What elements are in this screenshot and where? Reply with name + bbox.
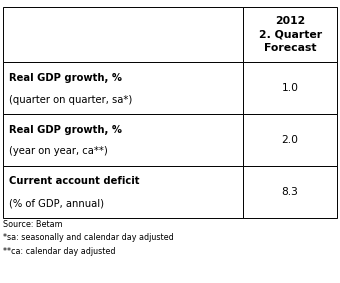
Text: Real GDP growth, %: Real GDP growth, % [9, 73, 122, 83]
Text: 8.3: 8.3 [282, 187, 299, 197]
Bar [3, 114, 243, 166]
Text: 1.0: 1.0 [282, 83, 299, 93]
Text: 2.0: 2.0 [282, 135, 299, 145]
Bar [243, 7, 337, 62]
Bar [3, 7, 243, 62]
Text: **ca: calendar day adjusted: **ca: calendar day adjusted [3, 247, 115, 256]
Bar [3, 166, 243, 218]
Text: (year on year, ca**): (year on year, ca**) [9, 146, 107, 156]
Bar [3, 62, 243, 114]
Text: 2012
2. Quarter
Forecast: 2012 2. Quarter Forecast [258, 16, 322, 53]
Bar [243, 62, 337, 114]
Text: (% of GDP, annual): (% of GDP, annual) [9, 198, 104, 208]
Text: *sa: seasonally and calendar day adjusted: *sa: seasonally and calendar day adjuste… [3, 233, 173, 243]
Text: Source: Betam: Source: Betam [3, 220, 62, 229]
Bar [243, 114, 337, 166]
Text: Current account deficit: Current account deficit [9, 176, 139, 186]
Text: Real GDP growth, %: Real GDP growth, % [9, 125, 122, 135]
Text: (quarter on quarter, sa*): (quarter on quarter, sa*) [9, 95, 132, 104]
Bar [243, 166, 337, 218]
